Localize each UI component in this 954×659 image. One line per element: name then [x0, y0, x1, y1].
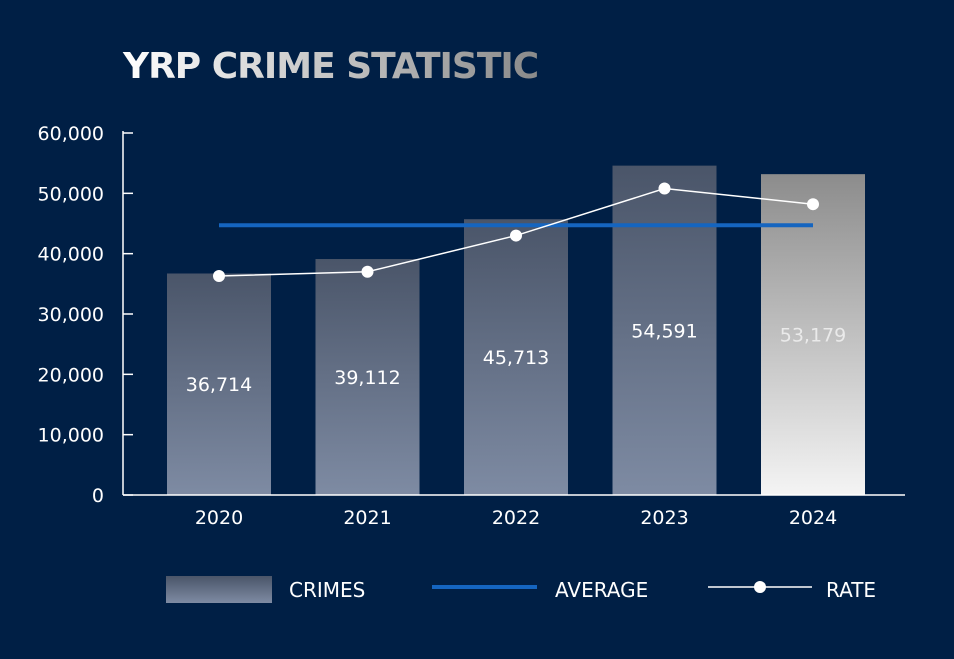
bar-2024 [761, 174, 865, 495]
bars [167, 165, 865, 496]
legend-average-label: AVERAGE [555, 578, 648, 602]
y-tick-label: 40,000 [38, 244, 104, 266]
legend-crimes-label: CRIMES [289, 578, 365, 602]
y-tick-label: 50,000 [38, 183, 104, 205]
x-tick-label: 2023 [640, 507, 688, 529]
rate-point-2022 [510, 229, 522, 242]
legend-rate-swatch-marker [754, 581, 766, 593]
bar-2020 [167, 273, 271, 495]
y-tick-label: 30,000 [38, 304, 104, 326]
y-tick-label: 0 [92, 485, 104, 507]
legend: CRIMES AVERAGE RATE [166, 576, 876, 603]
x-tick-label: 2021 [343, 507, 391, 529]
bar-2022 [464, 219, 568, 495]
x-tick-label: 2022 [492, 507, 540, 529]
rate-point-2020 [213, 269, 225, 282]
chart-title: YRP CRIME STATISTIC [122, 46, 538, 87]
legend-rate-label: RATE [826, 578, 876, 602]
y-tick-label: 60,000 [38, 123, 104, 145]
y-tick-label: 10,000 [38, 425, 104, 447]
data-label-2023: 54,591 [631, 320, 697, 342]
x-tick-label: 2020 [195, 507, 243, 529]
data-labels: 36,714 39,112 45,713 54,591 53,179 [186, 320, 846, 396]
bar-2023 [612, 165, 717, 496]
data-label-2024: 53,179 [780, 325, 846, 347]
rate-point-2021 [361, 265, 374, 278]
y-tick-label: 20,000 [38, 364, 104, 386]
rate-point-2024 [807, 198, 819, 211]
x-tick-label: 2024 [789, 507, 837, 529]
data-label-2021: 39,112 [334, 367, 400, 389]
y-axis: 0 10,000 20,000 30,000 40,000 50,000 60,000 [38, 123, 133, 507]
x-axis: 2020 2021 2022 2023 2024 [123, 494, 905, 529]
rate-point-2023 [658, 182, 671, 195]
legend-crimes-swatch [166, 576, 272, 603]
bar-2021 [315, 259, 420, 495]
series-lines [213, 182, 819, 282]
data-label-2020: 36,714 [186, 374, 252, 396]
data-label-2022: 45,713 [483, 347, 549, 369]
